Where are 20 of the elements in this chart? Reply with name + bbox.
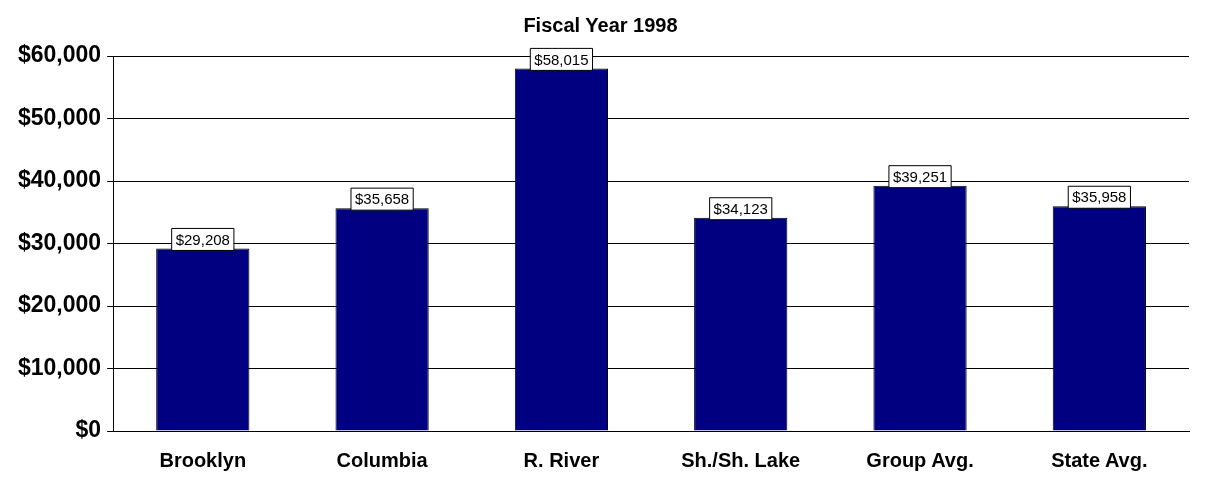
x-tick-label: State Avg. — [1051, 448, 1148, 471]
x-tick-label: Group Avg. — [866, 448, 974, 471]
x-tick-label: Brooklyn — [159, 448, 247, 471]
x-tick-label: Sh./Sh. Lake — [681, 448, 801, 471]
data-label: $39,251 — [892, 167, 948, 185]
data-label: $35,658 — [354, 190, 410, 208]
y-tick-label: $0 — [75, 416, 102, 443]
y-tick-label: $20,000 — [18, 291, 102, 318]
data-label: $35,958 — [1072, 188, 1127, 206]
x-tick-label: Columbia — [336, 448, 429, 471]
data-label: $58,015 — [534, 50, 589, 68]
y-tick-label: $10,000 — [18, 353, 102, 380]
y-tick-label: $40,000 — [18, 166, 102, 193]
x-tick-label: R. River — [523, 448, 600, 471]
y-tick-label: $60,000 — [18, 41, 102, 68]
data-label: $34,123 — [713, 199, 768, 217]
y-tick-label: $50,000 — [18, 103, 102, 130]
chart-title: Fiscal Year 1998 — [523, 13, 678, 36]
y-tick-label: $30,000 — [18, 228, 102, 255]
data-label: $29,208 — [175, 230, 230, 248]
